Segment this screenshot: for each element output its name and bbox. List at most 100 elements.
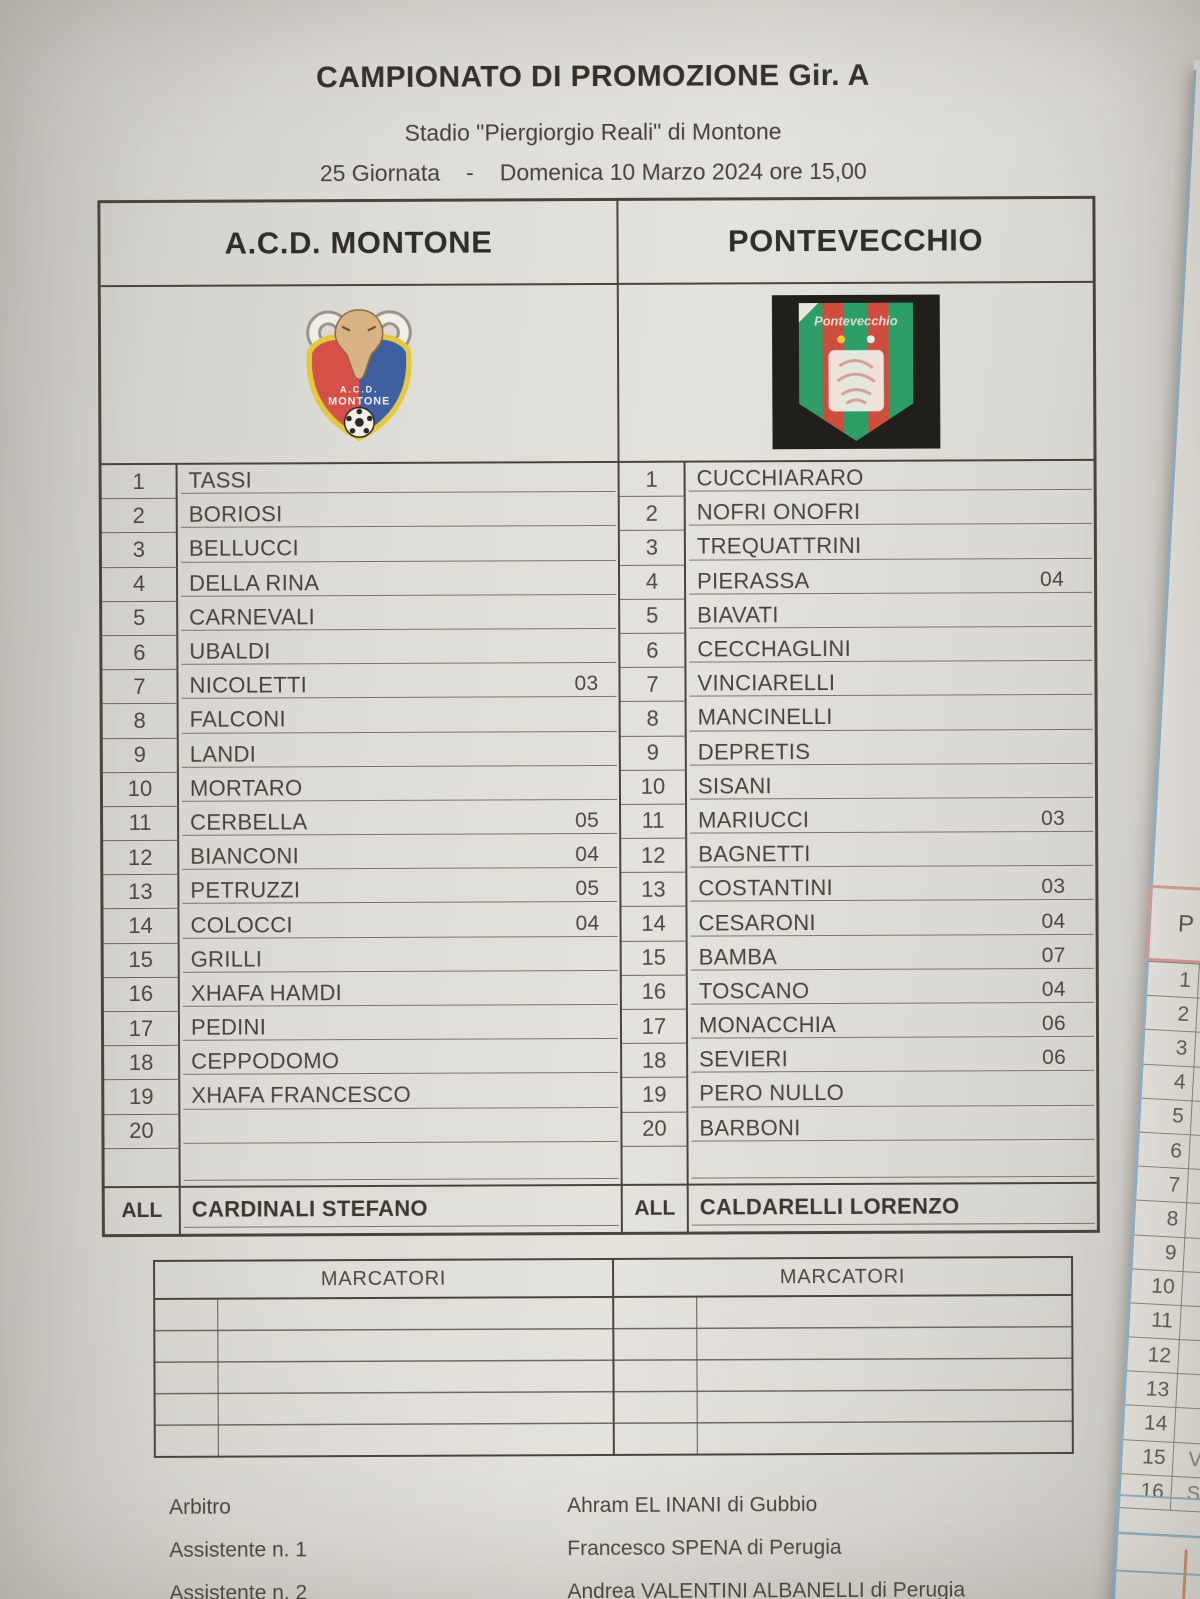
- side-page-row-text: [1182, 1272, 1200, 1309]
- player-name-cell: COLOCCI 04: [179, 907, 619, 943]
- player-name: BELLUCCI: [188, 535, 299, 562]
- player-number: 1: [619, 462, 686, 498]
- side-page-row-text: [1180, 1306, 1200, 1343]
- player-number: 8: [620, 701, 687, 737]
- empty-number-cell: [104, 1148, 181, 1186]
- player-name: COSTANTINI: [698, 875, 834, 901]
- player-name: NOFRI ONOFRI: [696, 499, 861, 525]
- player-name-cell: LANDI: [179, 736, 619, 772]
- player-name-cell: SISANI: [687, 769, 1095, 805]
- side-page-row-number: 7: [1136, 1166, 1189, 1203]
- player-name-cell: BAGNETTI: [687, 837, 1095, 873]
- player-number: 16: [103, 977, 180, 1013]
- player-name-cell: TOSCANO 04: [688, 974, 1096, 1010]
- official-name: Ahram EL INANI di Gubbio: [567, 1492, 818, 1517]
- side-page-row-number: 11: [1128, 1303, 1182, 1340]
- empty-row: [104, 1147, 621, 1186]
- player-name-cell: SEVIERI 06: [688, 1042, 1096, 1078]
- player-number: 3: [619, 530, 686, 566]
- player-row: 4 DELLA RINA: [101, 565, 618, 602]
- player-name: CEPPODOMO: [191, 1048, 340, 1075]
- player-number: 18: [622, 1043, 689, 1079]
- team-name-montone: A.C.D. MONTONE: [100, 200, 617, 288]
- montone-crest-icon: A.C.D. MONTONE: [306, 309, 439, 449]
- player-birth-year: 07: [1041, 943, 1066, 967]
- player-name-cell: TASSI: [178, 463, 618, 499]
- player-birth-year: 04: [1041, 909, 1066, 933]
- official-row: Assistente n. 1 Francesco SPENA di Perug…: [169, 1525, 1069, 1572]
- player-name: BAGNETTI: [698, 841, 811, 867]
- player-number: 20: [104, 1114, 181, 1149]
- player-name-cell: PERO NULLO: [688, 1076, 1096, 1112]
- player-name: BORIOSI: [188, 501, 283, 528]
- side-sheet-p-label: P: [1177, 910, 1195, 939]
- svg-text:MONTONE: MONTONE: [328, 395, 390, 407]
- side-sheet-blue-box: [1110, 1493, 1200, 1599]
- player-number: 4: [619, 565, 687, 600]
- player-number: 17: [103, 1011, 181, 1047]
- player-row: 3 TREQUATTRINI: [619, 529, 1094, 566]
- player-row: 13 PETRUZZI 05: [103, 873, 619, 910]
- date-line: 25 Giornata - Domenica 10 Marzo 2024 ore 1…: [97, 157, 1089, 188]
- side-page-row-text: [1184, 1238, 1200, 1275]
- player-row: 3 BELLUCCI: [101, 531, 618, 568]
- official-row: Assistente n. 2 Andrea VALENTINI ALBANEL…: [169, 1568, 1069, 1599]
- player-row: 6 UBALDI: [102, 634, 618, 671]
- team-name-pontevecchio: PONTEVECCHIO: [618, 198, 1093, 285]
- side-page-row-text: [1176, 1374, 1200, 1411]
- coach-name-cell: CALDARELLI LORENZO: [689, 1184, 1097, 1232]
- player-number: 15: [621, 941, 688, 976]
- player-name-cell: MARIUCCI 03: [687, 803, 1095, 839]
- side-page-row-text: [1194, 1033, 1200, 1070]
- player-name-cell: XHAFA FRANCESCO: [180, 1078, 620, 1114]
- player-birth-year: 03: [574, 672, 599, 696]
- player-number: 14: [103, 909, 180, 944]
- player-row: 20 BARBONI: [622, 1110, 1096, 1147]
- player-number: 7: [102, 669, 179, 705]
- player-number: 13: [621, 872, 688, 908]
- player-name-cell: VINCIARELLI: [686, 666, 1094, 702]
- lineups-table: A.C.D. MONTONE: [97, 195, 1100, 1237]
- official-row: Arbitro Ahram EL INANI di Gubbio: [169, 1482, 1069, 1529]
- player-name-cell: PEDINI: [180, 1010, 620, 1046]
- player-name-cell: MANCINELLI: [687, 700, 1095, 736]
- player-name: PERO NULLO: [699, 1080, 845, 1107]
- player-number: 5: [620, 599, 687, 634]
- player-row: 17 PEDINI: [103, 1010, 620, 1047]
- side-page-row-number: 9: [1132, 1234, 1186, 1271]
- coach-name: CARDINALI STEFANO: [191, 1195, 428, 1222]
- player-row: 1 CUCCHIARARO: [619, 461, 1094, 498]
- side-page-row-number: 3: [1143, 1030, 1197, 1067]
- scorers-divider-line: [696, 1297, 698, 1454]
- match-officials: Arbitro Ahram EL INANI di Gubbio Assiste…: [169, 1482, 1070, 1599]
- player-row: 8 MANCINELLI: [620, 700, 1095, 737]
- match-datetime: Domenica 10 Marzo 2024 ore 15,00: [499, 157, 867, 186]
- side-page-row-text: V: [1187, 1448, 1200, 1472]
- coach-name: CALDARELLI LORENZO: [699, 1193, 960, 1220]
- player-name-cell: BAMBA 07: [688, 939, 1096, 975]
- player-number: 3: [101, 533, 178, 568]
- side-page-row-text: [1193, 1067, 1200, 1104]
- player-name-cell: TREQUATTRINI: [686, 529, 1094, 565]
- player-number: 2: [101, 499, 178, 534]
- scorers-lines: [614, 1295, 1072, 1454]
- player-name: DEPRETIS: [697, 738, 811, 765]
- player-name-cell: FALCONI: [179, 702, 619, 738]
- side-page-row-text: [1189, 1135, 1200, 1172]
- player-birth-year: 03: [1041, 806, 1066, 831]
- player-row: 17 MONACCHIA 06: [621, 1008, 1096, 1045]
- montone-logo-area: A.C.D. MONTONE: [100, 284, 618, 466]
- player-name: UBALDI: [189, 638, 271, 664]
- player-name: GRILLI: [190, 946, 263, 972]
- player-name-cell: CUCCHIARARO: [686, 461, 1094, 497]
- player-number: 2: [619, 496, 686, 532]
- official-name: Andrea VALENTINI ALBANELLI di Perugia: [567, 1577, 966, 1599]
- side-page-row-number: 10: [1130, 1269, 1184, 1305]
- player-number: 19: [622, 1077, 689, 1113]
- player-row: 9 LANDI: [102, 736, 619, 773]
- player-name-cell: CARNEVALI: [178, 600, 618, 636]
- player-row: 5 BIAVATI: [620, 598, 1094, 634]
- player-row: 1 TASSI: [101, 463, 618, 500]
- empty-name-cell: [181, 1147, 621, 1186]
